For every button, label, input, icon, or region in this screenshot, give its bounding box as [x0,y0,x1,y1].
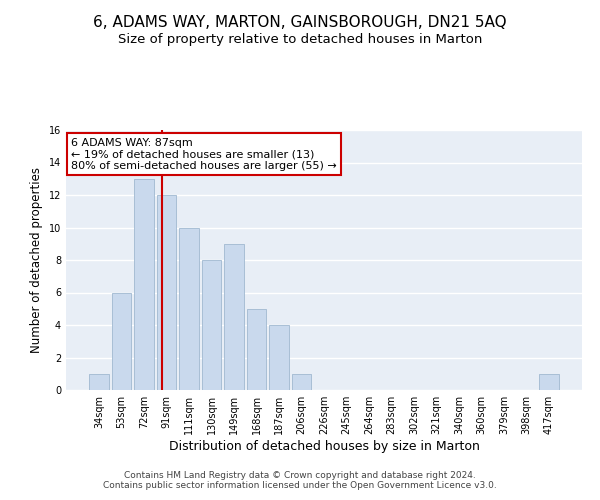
Text: 6 ADAMS WAY: 87sqm
← 19% of detached houses are smaller (13)
80% of semi-detache: 6 ADAMS WAY: 87sqm ← 19% of detached hou… [71,138,337,171]
Text: 6, ADAMS WAY, MARTON, GAINSBOROUGH, DN21 5AQ: 6, ADAMS WAY, MARTON, GAINSBOROUGH, DN21… [93,15,507,30]
Bar [157,195,176,390]
Text: Size of property relative to detached houses in Marton: Size of property relative to detached ho… [118,32,482,46]
Bar [202,260,221,390]
X-axis label: Distribution of detached houses by size in Marton: Distribution of detached houses by size … [169,440,479,453]
Bar [292,374,311,390]
Text: Contains HM Land Registry data © Crown copyright and database right 2024.
Contai: Contains HM Land Registry data © Crown c… [103,470,497,490]
Bar [112,292,131,390]
Bar [224,244,244,390]
Bar [89,374,109,390]
Bar [247,308,266,390]
Bar [539,374,559,390]
Bar [134,179,154,390]
Bar [179,228,199,390]
Y-axis label: Number of detached properties: Number of detached properties [30,167,43,353]
Bar [269,325,289,390]
